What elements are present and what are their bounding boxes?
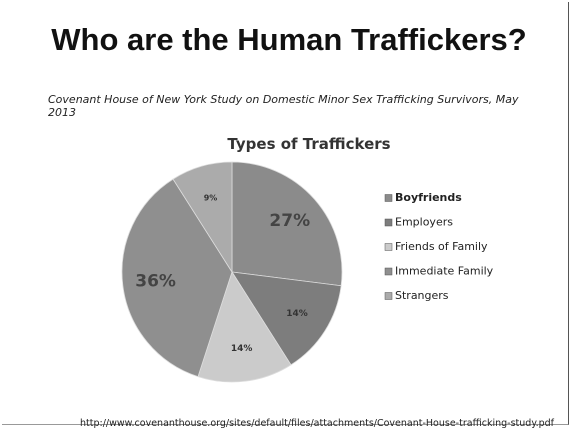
pie-slice [121,178,233,378]
pie-slice [197,271,292,383]
slice-label: 36% [135,272,176,292]
legend-swatch [384,194,393,202]
source-url: http://www.covenanthouse.org/sites/defau… [80,418,555,429]
slice-label: 14% [286,309,308,319]
legend-label: Boyfriends [395,191,462,204]
slice-label: 9% [204,194,218,203]
legend-label: Employers [395,216,453,229]
legend-label: Strangers [395,289,449,302]
subtitle: Covenant House of New York Study on Dome… [48,93,519,119]
chart-title: Types of Traffickers [227,135,391,153]
slide-title: Who are the Human Traffickers? [51,22,527,57]
legend-swatch [384,243,393,251]
legend-swatch [384,218,393,227]
pie-slice [172,161,233,274]
slice-label: 14% [231,344,253,354]
pie-slice [231,271,342,366]
slide-frame [2,2,569,425]
legend-swatch [384,267,393,276]
legend-label: Immediate Family [395,265,494,278]
slice-label: 27% [269,211,310,231]
legend-label: Friends of Family [395,240,488,253]
pie-slice [231,161,343,287]
legend-swatch [384,292,393,300]
